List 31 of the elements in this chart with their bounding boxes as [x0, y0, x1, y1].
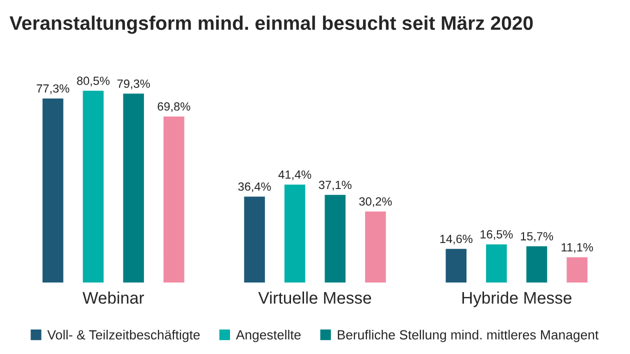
data-label: 36,4% [238, 182, 271, 192]
bar [41, 97, 65, 284]
data-label: 41,4% [278, 170, 312, 180]
bar [242, 195, 266, 284]
bar [364, 210, 388, 284]
bar [81, 89, 106, 284]
bar [484, 242, 508, 284]
legend-label: Berufliche Stellung mind. mittleres Managent [338, 330, 599, 342]
data-label: 37,1% [318, 180, 352, 190]
data-label: 14,6% [440, 234, 472, 244]
legend-label: Voll- & Teilzeitbeschäftigte [47, 330, 200, 342]
bar [283, 183, 307, 284]
bar [162, 115, 186, 284]
x-tick-label: Hybride Messe [462, 292, 572, 308]
data-label: 80,5% [77, 76, 110, 86]
bar [444, 247, 468, 284]
data-label: 16,5% [480, 230, 513, 240]
chart-title: Veranstaltungsform mind. einmal besucht seit März 2020 [10, 16, 533, 34]
data-label: 15,7% [520, 232, 554, 242]
data-label: 69,8% [158, 102, 190, 112]
x-tick-label: Webinar [82, 292, 144, 304]
x-tick-label: Virtuelle Messe [258, 292, 372, 304]
bar [565, 256, 589, 284]
legend-label: Angestellte [236, 330, 301, 342]
data-label: 77,3% [36, 84, 70, 94]
bar [323, 194, 347, 284]
data-label: 79,3% [117, 80, 150, 90]
data-label: 30,2% [359, 197, 392, 208]
bar [122, 92, 146, 284]
data-label: 11,1% [562, 243, 593, 253]
bar [524, 244, 549, 284]
